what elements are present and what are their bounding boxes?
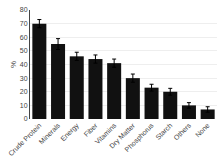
svg-text:Dry Matter: Dry Matter — [108, 121, 137, 150]
svg-text:60: 60 — [20, 34, 28, 41]
svg-text:30: 30 — [20, 75, 28, 82]
svg-text:20: 20 — [20, 88, 28, 95]
svg-text:80: 80 — [20, 6, 28, 13]
svg-text:Crude Protein: Crude Protein — [7, 122, 43, 158]
svg-text:Minerals: Minerals — [38, 121, 62, 145]
svg-text:%: % — [9, 61, 18, 68]
svg-text:50: 50 — [20, 47, 28, 54]
svg-text:None: None — [194, 122, 211, 139]
svg-text:40: 40 — [20, 61, 28, 68]
svg-text:10: 10 — [20, 102, 28, 109]
svg-text:Vitamins: Vitamins — [93, 121, 117, 145]
svg-text:0: 0 — [24, 115, 28, 122]
svg-text:Energy: Energy — [59, 121, 81, 143]
svg-text:Fiber: Fiber — [82, 121, 99, 138]
svg-text:70: 70 — [20, 20, 28, 27]
svg-text:Others: Others — [172, 121, 192, 141]
svg-text:Starch: Starch — [154, 122, 173, 141]
svg-text:Phosphorus: Phosphorus — [123, 121, 155, 153]
